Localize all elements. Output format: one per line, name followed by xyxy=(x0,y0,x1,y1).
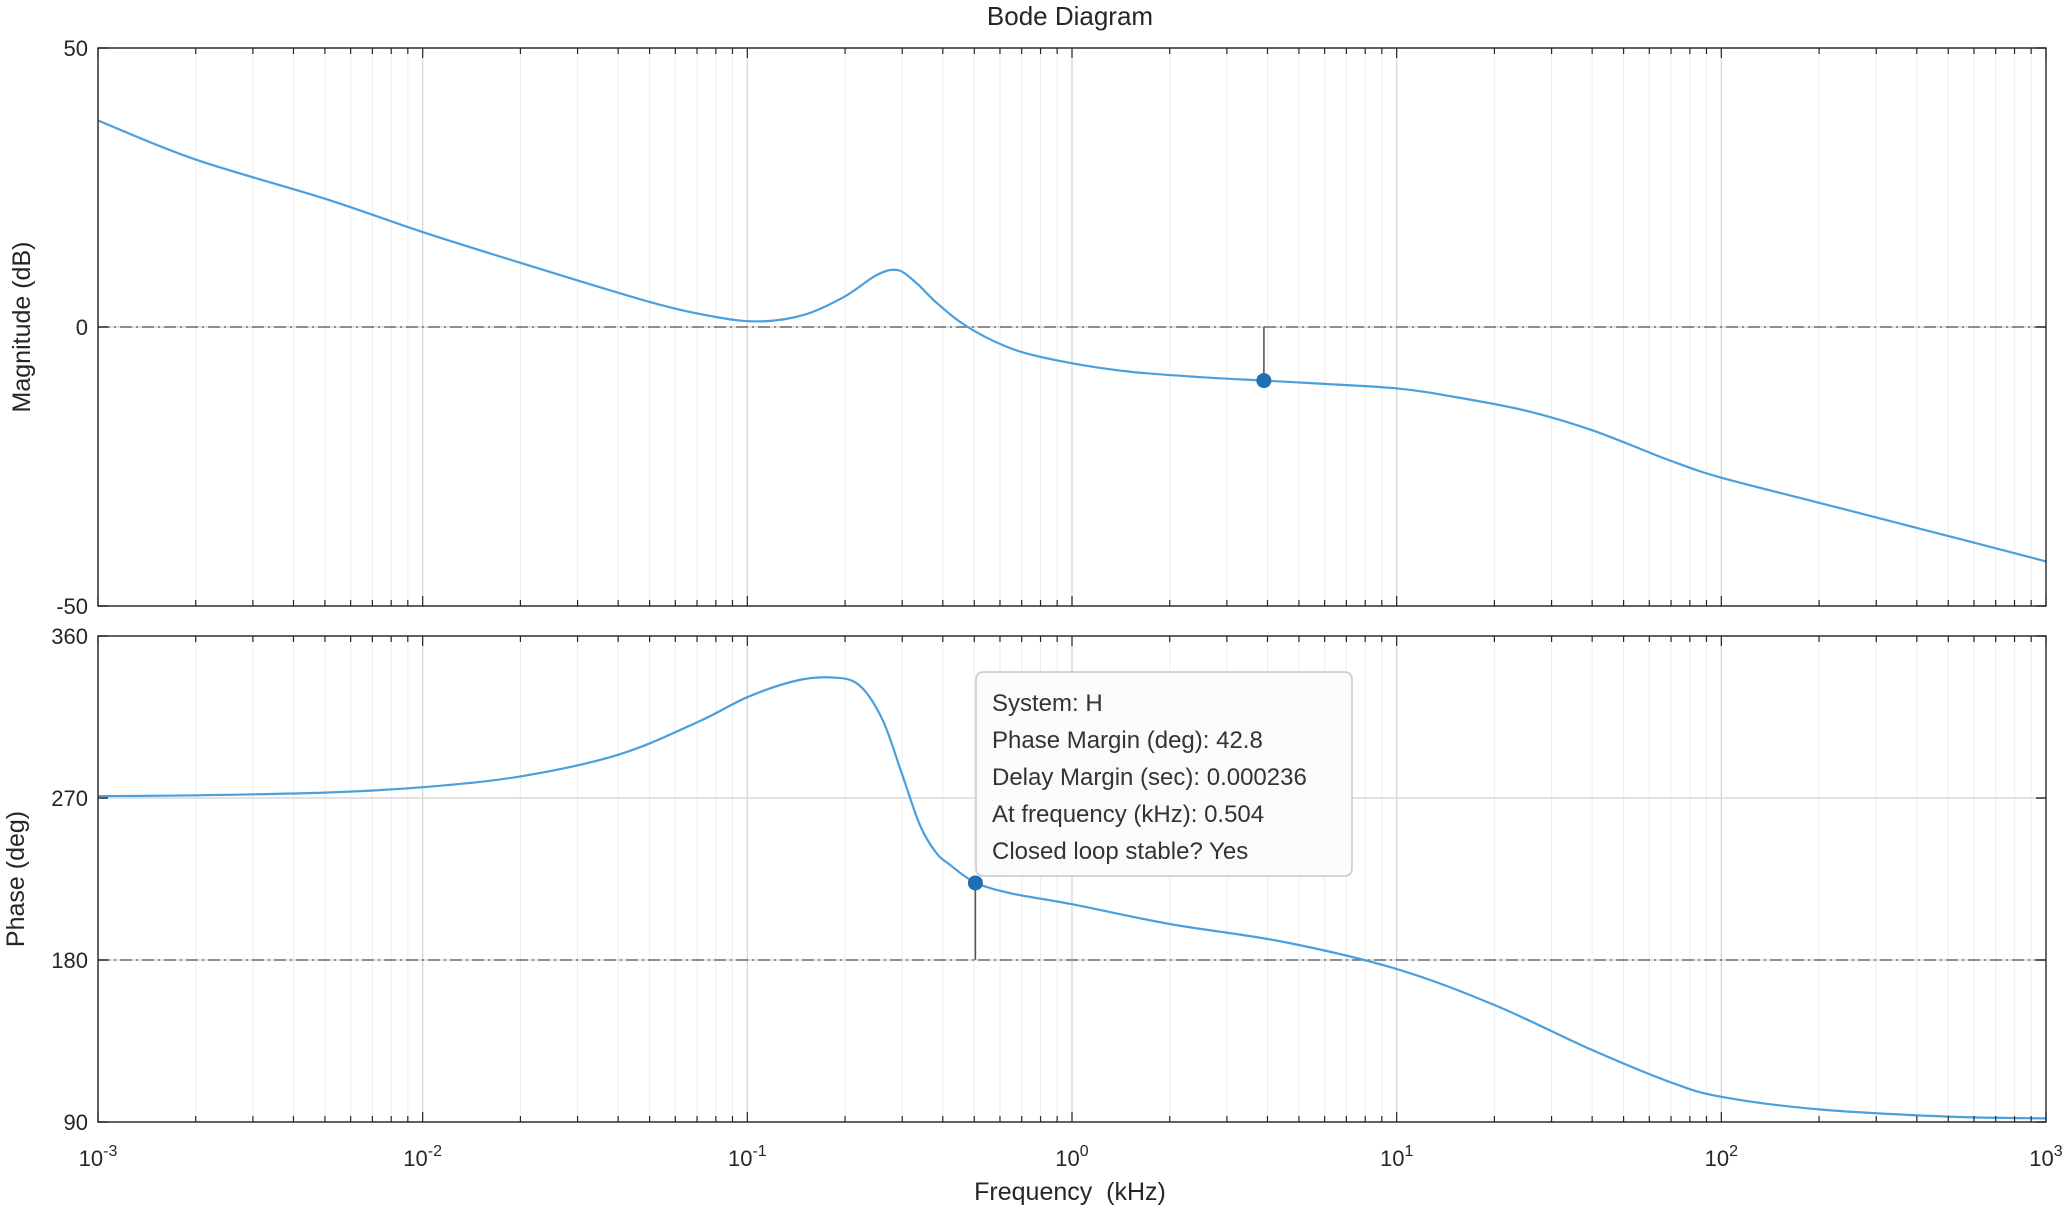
magnitude-ytick-label: 50 xyxy=(64,36,88,61)
datatip-frequency: At frequency (kHz): 0.504 xyxy=(992,801,1264,828)
frequency-tick-label: 10-1 xyxy=(728,1143,767,1171)
magnitude-ytick-label: 0 xyxy=(76,315,88,340)
magnitude-plot: 50 0 -50 Magnitude (dB) xyxy=(8,36,2047,619)
magnitude-markers xyxy=(1256,327,1272,389)
phase-ytick-label: 360 xyxy=(51,624,88,649)
phase-ticks: 360 270 180 90 xyxy=(51,624,2047,1135)
magnitude-axis-label: Magnitude (dB) xyxy=(8,242,36,413)
magnitude-margin-marker[interactable] xyxy=(1256,373,1272,389)
datatip-phase-margin: Phase Margin (deg): 42.8 xyxy=(992,727,1263,754)
phase-curve xyxy=(97,676,2047,1120)
frequency-axis-label: Frequency (kHz) xyxy=(974,1178,1166,1206)
magnitude-ytick-label: -50 xyxy=(56,594,88,619)
frequency-tick-label: 10-2 xyxy=(403,1143,442,1171)
phase-axis-label: Phase (deg) xyxy=(2,811,30,947)
phase-axes-box xyxy=(97,635,2047,1123)
phase-ytick-label: 180 xyxy=(51,948,88,973)
frequency-tick-label: 102 xyxy=(1705,1143,1738,1171)
datatip-box xyxy=(975,671,1353,877)
frequency-tick-label: 100 xyxy=(1055,1143,1088,1171)
magnitude-curve xyxy=(97,119,2047,563)
datatip-delay-margin: Delay Margin (sec): 0.000236 xyxy=(992,764,1307,791)
magnitude-axes-box xyxy=(97,47,2047,607)
datatip-system: System: H xyxy=(992,690,1103,717)
datatip-stability: Closed loop stable? Yes xyxy=(992,838,1248,865)
phase-margin-marker[interactable] xyxy=(967,875,983,891)
chart-title: Bode Diagram xyxy=(987,1,1153,31)
frequency-tick-label: 103 xyxy=(2029,1143,2062,1171)
frequency-tick-label: 101 xyxy=(1380,1143,1413,1171)
phase-markers xyxy=(967,875,983,960)
frequency-tick-label: 10-3 xyxy=(79,1143,118,1171)
phase-ytick-label: 270 xyxy=(51,786,88,811)
frequency-ticks: 10-3 10-2 10-1 100 101 102 103 xyxy=(79,1143,2063,1171)
phase-ytick-label: 90 xyxy=(64,1110,88,1135)
phase-margin-datatip[interactable]: System: H Phase Margin (deg): 42.8 Delay… xyxy=(975,671,1353,877)
